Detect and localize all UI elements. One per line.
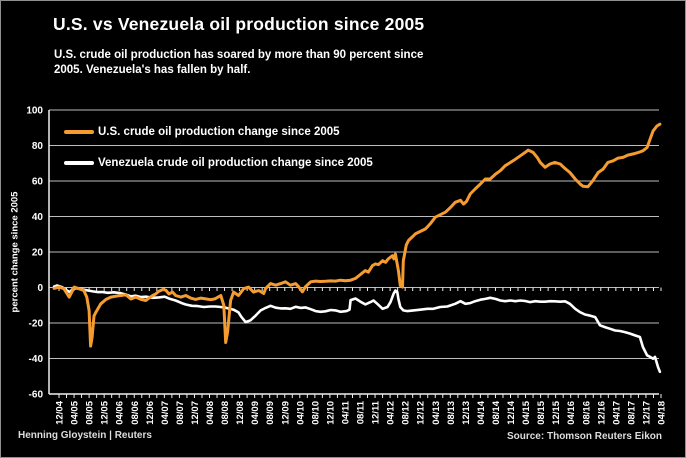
y-tick-label: -60 xyxy=(29,390,44,401)
x-tick-label: 08/17 xyxy=(626,401,637,425)
y-tick-label: 60 xyxy=(32,177,44,188)
y-tick-label: 80 xyxy=(32,141,44,152)
page-title: U.S. vs Venezuela oil production since 2… xyxy=(53,14,425,34)
x-tick-label: 04/09 xyxy=(250,401,261,425)
y-tick-label: -20 xyxy=(29,319,44,330)
x-tick-label: 04/05 xyxy=(70,400,81,424)
x-tick-label: 12/12 xyxy=(416,401,427,425)
y-tick-label: 100 xyxy=(26,106,43,117)
source-text: Source: Thomson Reuters Eikon xyxy=(506,431,662,442)
subtitle-line-1: U.S. crude oil production has soared by … xyxy=(54,49,424,61)
chart-legend: U.S. crude oil production change since 2… xyxy=(64,124,373,186)
x-tick-label: 04/18 xyxy=(657,401,668,425)
x-tick-label: 04/10 xyxy=(295,401,306,425)
x-tick-label: 04/14 xyxy=(476,400,487,424)
x-tick-label: 12/17 xyxy=(641,401,652,425)
y-tick-label: 0 xyxy=(37,283,43,294)
x-tick-label: 12/09 xyxy=(280,401,291,425)
x-tick-label: 12/10 xyxy=(325,401,336,425)
x-tick-label: 12/08 xyxy=(235,401,246,425)
y-tick-label: 20 xyxy=(32,248,44,259)
legend-item-venezuela: Venezuela crude oil production change si… xyxy=(64,155,373,171)
x-tick-label: 12/14 xyxy=(506,400,517,424)
us-line-swatch-icon xyxy=(64,130,94,134)
x-tick-label: 12/16 xyxy=(596,401,607,425)
x-tick-label: 04/08 xyxy=(205,401,216,425)
x-tick-label: 08/08 xyxy=(220,401,231,425)
x-tick-label: 12/11 xyxy=(371,400,382,424)
x-tick-label: 04/06 xyxy=(115,401,126,425)
x-tick-label: 12/04 xyxy=(55,400,66,424)
chart-subtitle: U.S. crude oil production has soared by … xyxy=(54,48,423,78)
x-tick-label: 08/11 xyxy=(356,400,367,424)
legend-label-us: U.S. crude oil production change since 2… xyxy=(98,126,340,138)
x-tick-label: 08/12 xyxy=(401,401,412,425)
x-tick-label: 08/13 xyxy=(446,401,457,425)
x-tick-label: 08/16 xyxy=(581,401,592,425)
venezuela-line-swatch-icon xyxy=(64,161,94,165)
x-tick-label: 12/13 xyxy=(461,401,472,425)
x-tick-label: 04/12 xyxy=(386,401,397,425)
x-tick-label: 08/09 xyxy=(265,401,276,425)
y-tick-label: 40 xyxy=(32,212,44,223)
subtitle-line-2: 2005. Venezuela's has fallen by half. xyxy=(54,64,251,76)
x-tick-label: 12/07 xyxy=(190,401,201,425)
x-tick-label: 04/16 xyxy=(566,401,577,425)
x-tick-label: 08/06 xyxy=(130,401,141,425)
x-tick-label: 12/06 xyxy=(145,401,156,425)
x-tick-label: 08/07 xyxy=(175,401,186,425)
legend-label-venezuela: Venezuela crude oil production change si… xyxy=(98,157,373,169)
venezuela-series-line xyxy=(52,284,662,374)
x-tick-label: 12/05 xyxy=(100,400,111,424)
x-tick-label: 12/15 xyxy=(551,400,562,424)
x-tick-label: 04/07 xyxy=(160,401,171,425)
x-tick-label: 08/14 xyxy=(491,400,502,424)
legend-item-us: U.S. crude oil production change since 2… xyxy=(64,124,373,140)
x-tick-label: 04/11 xyxy=(340,400,351,424)
x-tick-label: 08/05 xyxy=(85,400,96,424)
x-tick-label: 04/15 xyxy=(521,400,532,424)
attribution-text: Henning Gloystein | Reuters xyxy=(18,430,152,441)
y-tick-label: -40 xyxy=(29,354,44,365)
x-tick-label: 08/10 xyxy=(310,401,321,425)
x-tick-label: 08/15 xyxy=(536,400,547,424)
x-tick-label: 04/13 xyxy=(431,401,442,425)
x-tick-label: 04/17 xyxy=(611,401,622,425)
us-series-line xyxy=(52,122,662,348)
